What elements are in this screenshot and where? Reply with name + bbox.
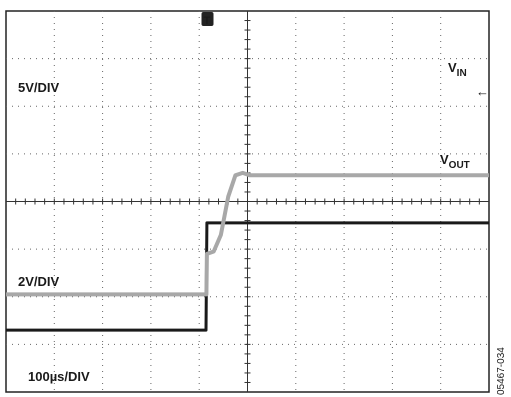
vin-series-label: VIN <box>448 60 467 79</box>
reference-arrow-icon: ← <box>476 84 489 99</box>
timebase-label: 100µs/DIV <box>28 369 90 384</box>
plot-traces <box>6 170 489 332</box>
vin-scale-label: 5V/DIV <box>18 80 60 95</box>
vout-series-label: VOUT <box>440 152 470 171</box>
trigger-marker: T <box>204 15 211 27</box>
trigger-marker-badge <box>201 12 214 26</box>
trace-vout <box>6 170 489 297</box>
vout-scale-label: 2V/DIV <box>18 274 60 289</box>
figure-id: 05467-034 <box>496 347 507 395</box>
plot-grid <box>5 10 490 393</box>
